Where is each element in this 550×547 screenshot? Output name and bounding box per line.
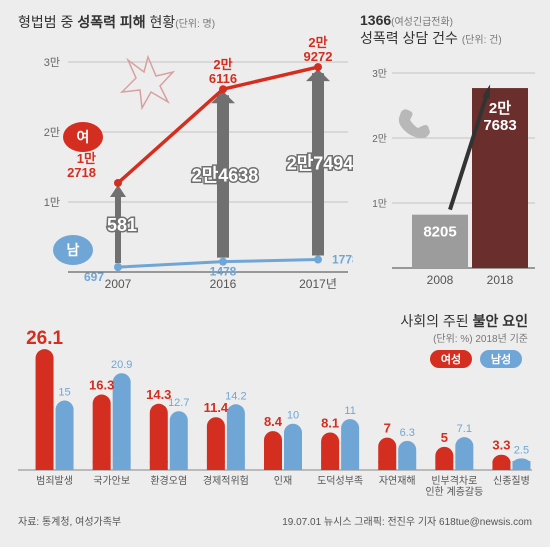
svg-text:경제적위험: 경제적위험 [203, 474, 249, 487]
svg-text:5: 5 [441, 430, 448, 445]
svg-text:2만: 2만 [213, 57, 232, 72]
svg-text:8.4: 8.4 [264, 414, 283, 429]
t3: 현황 [146, 14, 176, 30]
svg-text:7: 7 [384, 421, 391, 436]
svg-text:2016: 2016 [210, 277, 237, 291]
svg-text:2만4638: 2만4638 [192, 165, 259, 185]
svg-text:2만7494: 2만7494 [287, 153, 353, 173]
svg-text:1478: 1478 [210, 265, 237, 279]
svg-text:2만: 2만 [308, 35, 327, 50]
svg-text:자연재해: 자연재해 [379, 474, 416, 487]
line-chart-panel: 형법범 중 성폭력 피해 현황(단위: 명) 1만 2만 3만 2007 2016 201… [0, 0, 355, 305]
bar-chart-title2: 성폭력 상담 건수 (단위: 건) [360, 28, 540, 48]
bar-unit: (단위: 건) [462, 35, 502, 46]
svg-text:국가안보: 국가안보 [93, 475, 130, 487]
svg-text:신종질병: 신종질병 [493, 475, 530, 487]
b2: (여성긴급전화) [391, 17, 453, 28]
svg-text:15: 15 [58, 387, 70, 399]
svg-text:3만: 3만 [372, 68, 387, 80]
source-text: 자료: 통계청, 여성가족부 [18, 513, 121, 539]
svg-text:1만: 1만 [77, 151, 96, 166]
svg-text:1778: 1778 [332, 253, 353, 267]
svg-text:6116: 6116 [209, 71, 237, 86]
svg-text:2만: 2만 [489, 100, 511, 117]
svg-text:여성: 여성 [441, 352, 461, 366]
svg-text:인재: 인재 [274, 475, 292, 487]
svg-text:3.3: 3.3 [492, 438, 510, 453]
b1: 1366 [360, 12, 391, 28]
svg-text:1만: 1만 [372, 198, 387, 210]
svg-text:26.1: 26.1 [26, 328, 63, 349]
svg-text:여: 여 [77, 129, 90, 145]
svg-text:도덕성부족: 도덕성부족 [317, 475, 363, 487]
svg-text:581: 581 [107, 215, 137, 235]
svg-text:6.3: 6.3 [400, 427, 415, 439]
line-chart-title: 형법범 중 성폭력 피해 현황(단위: 명) [18, 12, 350, 32]
line-chart-svg: 1만2만3만200720162017년5812만46382만74941만2718… [18, 32, 353, 307]
svg-text:1만: 1만 [44, 196, 60, 209]
svg-text:범죄발생: 범죄발생 [36, 475, 73, 487]
bar-chart-panel: 1366(여성긴급전화) 성폭력 상담 건수 (단위: 건) 1만 2만 3만 820… [355, 0, 550, 305]
svg-text:11.4: 11.4 [204, 400, 229, 415]
t1: 형법범 중 [18, 14, 77, 30]
svg-text:20.9: 20.9 [111, 359, 132, 371]
t2: 성폭력 피해 [77, 14, 145, 30]
b3: 성폭력 상담 건수 [360, 30, 458, 46]
svg-text:3만: 3만 [44, 56, 60, 69]
svg-text:환경오염: 환경오염 [150, 474, 187, 487]
bottom-chart-svg: 사회의 주된 불안 요인 (단위: %) 2018년 기준여성 남성 26.1 15 범죄… [18, 310, 532, 505]
svg-text:10: 10 [287, 410, 299, 422]
bar-chart-title: 1366(여성긴급전화) [360, 12, 540, 28]
svg-text:11: 11 [344, 405, 355, 417]
svg-text:2007: 2007 [105, 277, 132, 291]
svg-text:사회의 주된 불안 요인: 사회의 주된 불안 요인 [400, 313, 528, 329]
bottom-chart-panel: 사회의 주된 불안 요인 (단위: %) 2018년 기준여성 남성 26.1 15 범죄… [0, 305, 550, 505]
svg-text:빈부격차로: 빈부격차로 [431, 474, 477, 487]
bar-chart-svg: 1만2만3만82052만768320082018 [360, 48, 540, 303]
svg-text:16.3: 16.3 [89, 378, 114, 393]
line-unit: (단위: 명) [175, 19, 215, 30]
svg-text:7.1: 7.1 [457, 423, 472, 435]
svg-text:인한 계층갈등: 인한 계층갈등 [425, 485, 483, 498]
svg-text:2만: 2만 [44, 126, 60, 139]
svg-text:2017년: 2017년 [299, 277, 337, 291]
svg-text:8.1: 8.1 [321, 416, 339, 431]
svg-text:9272: 9272 [304, 49, 333, 64]
footer: 자료: 통계청, 여성가족부 19.07.01 뉴시스 그래픽: 전진우 기자 … [0, 505, 550, 547]
credit-text: 19.07.01 뉴시스 그래픽: 전진우 기자 618tue@newsis.c… [282, 513, 532, 539]
svg-text:2718: 2718 [67, 165, 96, 180]
svg-text:7683: 7683 [483, 117, 516, 134]
svg-text:2.5: 2.5 [514, 444, 529, 456]
svg-text:14.2: 14.2 [225, 390, 246, 402]
svg-text:남성: 남성 [491, 352, 511, 366]
svg-text:남: 남 [67, 242, 80, 258]
svg-text:(단위: %) 2018년 기준: (단위: %) 2018년 기준 [433, 332, 528, 345]
svg-text:2008: 2008 [427, 273, 454, 287]
svg-text:697: 697 [84, 270, 104, 284]
svg-text:2만: 2만 [372, 133, 387, 145]
svg-text:2018: 2018 [487, 273, 514, 287]
svg-text:12.7: 12.7 [168, 397, 189, 409]
svg-text:8205: 8205 [423, 224, 456, 241]
